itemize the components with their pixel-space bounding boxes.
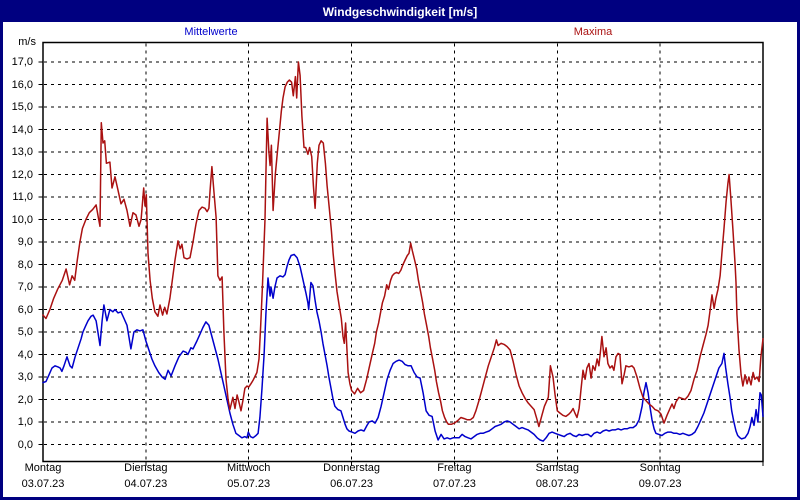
y-tick-label: 6,0 bbox=[17, 303, 33, 316]
day-name: Montag bbox=[24, 462, 62, 474]
y-tick-label: 1,0 bbox=[17, 416, 33, 428]
window-title: Windgeschwindigkeit [m/s] bbox=[322, 5, 478, 19]
day-date: 06.07.23 bbox=[330, 478, 373, 490]
day-label: Montag 03.07.23 bbox=[3, 462, 91, 491]
y-tick-label: 11,0 bbox=[12, 191, 33, 203]
day-name: Dienstag bbox=[124, 462, 168, 474]
day-name: Sonntag bbox=[639, 462, 681, 474]
plot-frame bbox=[42, 41, 764, 463]
y-tick-label: 8,0 bbox=[17, 258, 33, 271]
day-date: 07.07.23 bbox=[433, 478, 476, 490]
legend-mittelwerte: Mittelwerte bbox=[184, 26, 238, 38]
day-date: 03.07.23 bbox=[21, 478, 65, 490]
day-name: Samstag bbox=[535, 462, 579, 474]
series-line-mittelwerte bbox=[42, 253, 764, 442]
y-tick-label: 4,0 bbox=[17, 348, 33, 361]
y-tick-label: 9,0 bbox=[17, 236, 33, 248]
y-tick-label: 3,0 bbox=[17, 371, 33, 383]
day-name: Donnerstag bbox=[323, 462, 380, 474]
day-name: Freitag bbox=[437, 462, 472, 474]
y-tick-label: 5,0 bbox=[17, 326, 33, 338]
y-tick-label: 2,0 bbox=[17, 393, 33, 406]
y-tick-label: 12,0 bbox=[11, 168, 33, 181]
y-tick-label: 14,0 bbox=[11, 123, 33, 136]
y-tick-label: 17,0 bbox=[11, 56, 33, 68]
y-tick-label: 10,0 bbox=[11, 213, 33, 226]
series-line-maxima bbox=[42, 61, 764, 428]
day-label: Samstag 08.07.23 bbox=[509, 462, 605, 491]
y-tick-label: 15,0 bbox=[11, 101, 33, 113]
day-label: Freitag 07.07.23 bbox=[406, 462, 502, 491]
wind-speed-chart bbox=[38, 41, 764, 466]
y-tick-label: 16,0 bbox=[11, 78, 33, 91]
day-date: 04.07.23 bbox=[124, 478, 168, 490]
y-tick-label: 7,0 bbox=[17, 281, 33, 293]
day-name: Mittwoch bbox=[227, 462, 271, 474]
day-label: Donnerstag 06.07.23 bbox=[304, 462, 400, 491]
y-axis-unit-label: m/s bbox=[18, 36, 36, 48]
day-label: Sonntag 09.07.23 bbox=[612, 462, 708, 491]
day-label: Mittwoch 05.07.23 bbox=[201, 462, 297, 491]
day-label: Dienstag 04.07.23 bbox=[98, 462, 194, 491]
day-date: 09.07.23 bbox=[638, 478, 682, 490]
title-bar: Windgeschwindigkeit [m/s] bbox=[3, 3, 797, 22]
legend-maxima: Maxima bbox=[573, 26, 613, 38]
y-tick-label: 0,0 bbox=[17, 438, 33, 451]
y-tick-label: 13,0 bbox=[11, 146, 33, 158]
day-date: 08.07.23 bbox=[535, 478, 579, 490]
day-date: 05.07.23 bbox=[227, 478, 271, 490]
